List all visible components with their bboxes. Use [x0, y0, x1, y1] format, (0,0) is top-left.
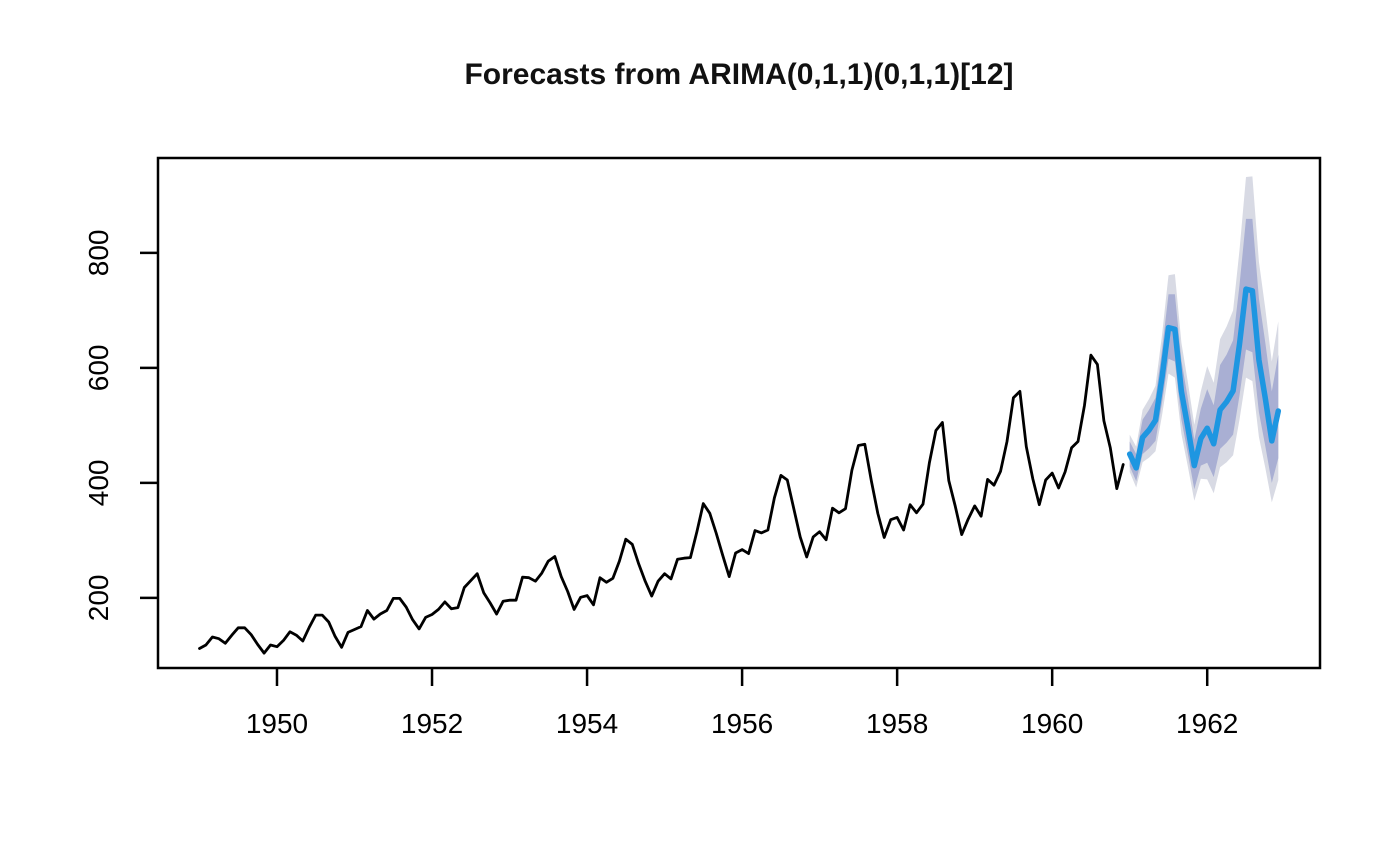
plot-border [156, 156, 1322, 670]
x-axis-tick-label: 1950 [246, 708, 308, 739]
observed-series-line [198, 353, 1125, 655]
y-axis-tick-label: 800 [83, 230, 114, 277]
forecast-mean-line [1126, 286, 1282, 471]
y-axis-tick-label: 600 [83, 345, 114, 392]
x-axis-tick-label: 1956 [711, 708, 773, 739]
x-axis-tick-label: 1958 [866, 708, 928, 739]
confidence-band-80 [1129, 218, 1279, 490]
y-axis-tick-label: 400 [83, 460, 114, 507]
x-axis-tick-label: 1954 [556, 708, 618, 739]
chart-title: Forecasts from ARIMA(0,1,1)(0,1,1)[12] [464, 58, 1014, 91]
y-axis-tick-label: 200 [83, 575, 114, 622]
x-axis-tick-label: 1960 [1021, 708, 1083, 739]
confidence-band-95 [1129, 176, 1279, 503]
x-axis-tick-label: 1952 [401, 708, 463, 739]
x-axis-tick-label: 1962 [1176, 708, 1238, 739]
